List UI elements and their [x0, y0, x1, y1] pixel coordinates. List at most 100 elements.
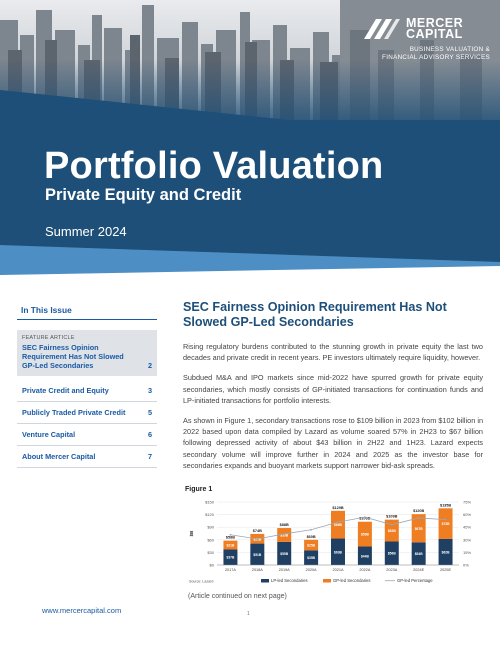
feature-article-page: 2: [147, 361, 152, 370]
x-tick-label: 2017A: [225, 568, 236, 572]
y2-tick-label: 75%: [463, 500, 471, 505]
toc-item-publicly-traded[interactable]: Publicly Traded Private Credit 5: [17, 402, 157, 424]
point-gp-percentage: [229, 533, 232, 536]
publication-subtitle: Private Equity and Credit: [45, 186, 242, 204]
x-tick-label: 2020A: [306, 568, 317, 572]
point-gp-percentage: [363, 516, 366, 519]
data-label-lp: $54B: [415, 552, 424, 556]
y-tick-label: $120: [205, 512, 215, 517]
y-tick-label: $150: [205, 500, 215, 505]
bar-gp-led: [277, 528, 292, 542]
article-title: SEC Fairness Opinion Requirement Has Not…: [183, 300, 447, 329]
cover-color-band: [0, 90, 500, 290]
bar-gp-led: [304, 539, 319, 551]
data-label-total: $120B: [413, 509, 424, 513]
toc-item-private-credit[interactable]: Private Credit and Equity 3: [17, 380, 157, 402]
data-label-gp: $52B: [388, 529, 397, 533]
feature-article-label: FEATURE ARTICLE: [22, 335, 75, 341]
data-label-gp: $66B: [334, 523, 343, 527]
bar-gp-led: [223, 540, 238, 550]
data-label-lp: $51B: [253, 553, 262, 557]
data-label-total: $74B: [253, 529, 262, 533]
legend-label-gp: GP-led Secondaries: [333, 578, 370, 583]
bar-lp-led: [331, 538, 345, 565]
point-gp-percentage: [283, 533, 286, 535]
x-tick-label: 2025E: [440, 568, 451, 572]
data-label-lp: $62B: [442, 550, 451, 554]
continued-note: (Article continued on next page): [188, 593, 287, 600]
bar-gp-led: [438, 508, 453, 539]
data-label-gp: $33B: [280, 533, 289, 537]
chart-source: Source: Lazard: [189, 580, 213, 584]
toc-feature-article[interactable]: FEATURE ARTICLE SEC Fairness Opinion Req…: [17, 330, 157, 376]
bar-lp-led: [223, 549, 238, 565]
table-of-contents: In This Issue FEATURE ARTICLE SEC Fairne…: [17, 305, 157, 468]
y2-tick-label: 60%: [463, 512, 471, 517]
website-link[interactable]: www.mercercapital.com: [42, 606, 122, 615]
x-tick-label: 2021A: [333, 568, 344, 572]
toc-item-page: 6: [147, 430, 152, 439]
data-label-lp: $37B: [226, 556, 235, 560]
point-gp-percentage: [256, 538, 259, 540]
logo-tagline: BUSINESS VALUATION & FINANCIAL ADVISORY …: [382, 46, 490, 61]
bar-lp-led: [250, 543, 265, 565]
toc-item-label: Publicly Traded Private Credit: [22, 408, 126, 417]
bar-lp-led: [384, 541, 399, 565]
data-label-total: $88B: [280, 523, 289, 527]
data-label-lp: $44B: [361, 554, 370, 558]
x-tick-label: 2019A: [279, 568, 290, 572]
figure-label: Figure 1: [185, 486, 213, 493]
toc-item-label: Venture Capital: [22, 430, 76, 439]
bar-lp-led: [357, 546, 372, 565]
y2-tick-label: 0%: [463, 563, 469, 568]
bar-gp-led: [411, 514, 426, 543]
point-gp-percentage: [310, 528, 313, 531]
data-label-gp: $59B: [361, 533, 370, 537]
bar-lp-led: [438, 538, 453, 565]
data-label-total: $129B: [332, 506, 343, 510]
data-label-total: $60B: [307, 535, 316, 539]
legend-label-lp: LP-led Secondaries: [271, 578, 308, 583]
publication-title: Portfolio Valuation: [44, 145, 384, 187]
data-label-gp: $67B: [415, 527, 424, 531]
logo-mark-icon: [364, 19, 400, 39]
data-label-total: $109B: [386, 515, 397, 519]
data-label-lp: $56B: [388, 552, 397, 556]
article-paragraph: Subdued M&A and IPO markets since mid-20…: [183, 373, 483, 405]
data-label-total: $103B: [359, 517, 370, 521]
x-tick-label: 2024E: [413, 568, 424, 572]
y2-tick-label: 30%: [463, 537, 471, 542]
toc-item-label: About Mercer Capital: [22, 452, 96, 461]
bar-lp-led: [411, 542, 426, 565]
data-label-lp: $55B: [280, 552, 289, 556]
bar-lp-led: [277, 541, 292, 565]
toc-item-label: Private Credit and Equity: [22, 386, 109, 395]
data-label-lp: $63B: [334, 550, 343, 554]
legend-label-line: GP-led Percentage: [397, 578, 433, 583]
point-gp-percentage: [390, 523, 393, 526]
data-label-gp: $25B: [307, 544, 316, 548]
bar-lp-led: [304, 550, 319, 565]
issue-season: Summer 2024: [45, 224, 127, 239]
logo-wordmark: MERCER CAPITAL: [406, 16, 464, 41]
bar-gp-led: [384, 519, 399, 542]
toc-item-about-mercer[interactable]: About Mercer Capital 7: [17, 446, 157, 468]
toc-item-page: 7: [147, 452, 152, 461]
bar-gp-led: [331, 510, 345, 539]
toc-item-venture-capital[interactable]: Venture Capital 6: [17, 424, 157, 446]
y-tick-label: $30: [207, 550, 214, 555]
y-tick-label: $60: [207, 537, 214, 542]
feature-article: SEC Fairness Opinion Requirement Has Not…: [183, 300, 483, 471]
secondaries-volume-chart: $0 $30 $60 $90 $120 $150 0% 15% 30% 45% 60% 75% $B $3…: [189, 500, 471, 584]
y-tick-label: $90: [207, 525, 214, 530]
feature-article-title: SEC Fairness Opinion Requirement Has Not…: [22, 343, 124, 370]
y2-tick-label: 15%: [463, 550, 471, 555]
x-tick-label: 2018A: [252, 568, 263, 572]
x-tick-label: 2023A: [386, 568, 397, 572]
y-tick-label: $0: [210, 563, 215, 568]
data-label-gp: $21B: [226, 544, 235, 548]
article-paragraph: Rising regulatory burdens contributed to…: [183, 342, 483, 363]
point-gp-percentage: [417, 517, 420, 519]
toc-heading: In This Issue: [17, 305, 157, 320]
mercer-capital-logo: MERCER CAPITAL BUSINESS VALUATION & FINA…: [362, 15, 492, 65]
